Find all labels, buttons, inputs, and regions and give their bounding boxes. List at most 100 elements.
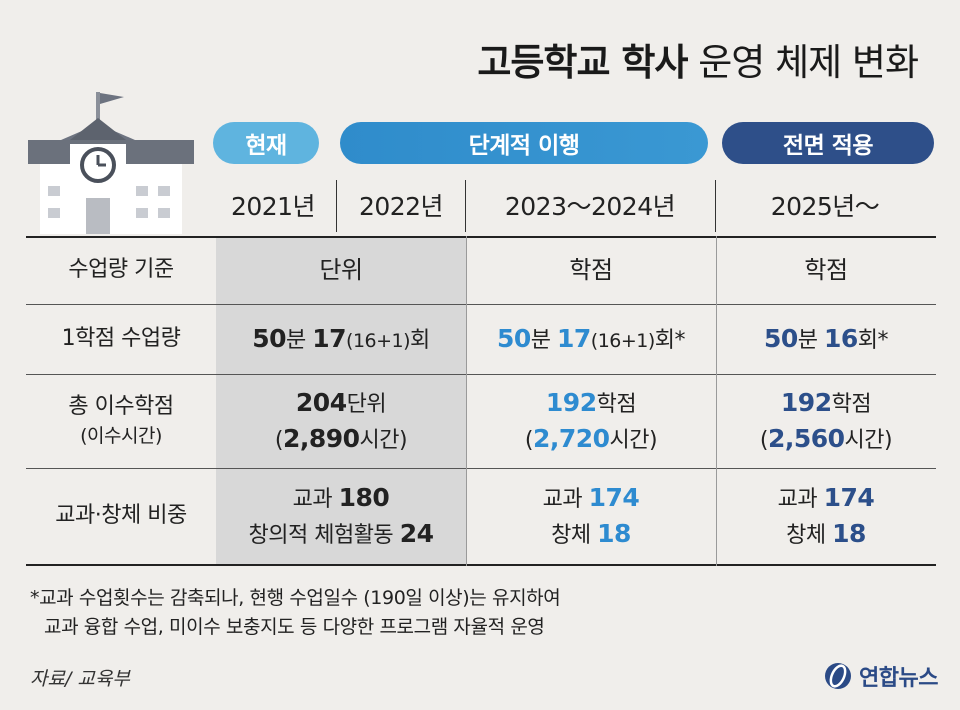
per-credit-value: 50분 16회* bbox=[763, 321, 889, 357]
year-divider bbox=[465, 180, 466, 232]
column-divider bbox=[716, 236, 717, 566]
comparison-table: 수업량 기준 단위 학점 학점 1학점 수업량 50분 17(16+1)회 50… bbox=[26, 236, 936, 566]
row-divider bbox=[26, 304, 936, 305]
phase-full-pill: 전면 적용 bbox=[722, 122, 934, 164]
yonhap-logo-icon bbox=[825, 663, 852, 689]
row-label-text: 1학점 수업량 bbox=[61, 326, 181, 352]
hours-unit: 시간) bbox=[609, 428, 658, 453]
cell-ratio-phased: 교과 174 창체 18 bbox=[466, 468, 716, 564]
cell-text: 학점 bbox=[569, 255, 613, 284]
phase-phased-pill: 단계적 이행 bbox=[340, 122, 708, 164]
row-label-total: 총 이수학점 (이수시간) bbox=[26, 374, 216, 468]
column-divider bbox=[466, 236, 467, 566]
activity-label: 창체 bbox=[786, 523, 826, 548]
subject-value: 180 bbox=[338, 482, 390, 512]
activity-label: 창체 bbox=[551, 523, 591, 548]
total-credits: 192학점 bbox=[780, 385, 872, 421]
table-top-border bbox=[26, 236, 936, 238]
hours-value: 2,720 bbox=[532, 424, 610, 453]
credits-value: 204 bbox=[295, 387, 347, 417]
cell-basis-current: 단위 bbox=[216, 236, 466, 304]
activity-line: 창의적 체험활동 24 bbox=[249, 516, 434, 552]
cell-text: 학점 bbox=[804, 255, 848, 284]
subject-value: 174 bbox=[823, 482, 875, 512]
cell-per-credit-phased: 50분 17(16+1)회* bbox=[466, 304, 716, 374]
credits-unit: 학점 bbox=[831, 391, 872, 417]
page-title: 고등학교 학사 운영 체제 변화 bbox=[477, 32, 919, 86]
hours-value: 2,560 bbox=[767, 424, 845, 453]
footnote-line-2: 교과 융합 수업, 미이수 보충지도 등 다양한 프로그램 자율적 운영 bbox=[44, 616, 545, 639]
minutes-unit: 분 bbox=[530, 327, 551, 353]
activity-label: 창의적 체험활동 bbox=[248, 523, 394, 548]
credits-value: 192 bbox=[545, 387, 597, 417]
cell-basis-full: 학점 bbox=[716, 236, 936, 304]
cell-ratio-current: 교과 180 창의적 체험활동 24 bbox=[216, 468, 466, 564]
total-hours: (2,720시간) bbox=[524, 421, 658, 457]
count-suffix: 회* bbox=[857, 327, 889, 353]
cell-per-credit-full: 50분 16회* bbox=[716, 304, 936, 374]
logo-text: 연합뉴스 bbox=[859, 666, 938, 691]
row-label-text: 교과·창체 비중 bbox=[55, 503, 187, 529]
year-2022: 2022년 bbox=[358, 192, 444, 221]
hours-value: 2,890 bbox=[282, 424, 360, 453]
activity-line: 창체 18 bbox=[551, 516, 631, 552]
footnote: *교과 수업횟수는 감축되나, 현행 수업일수 (190일 이상)는 유지하여 … bbox=[30, 584, 561, 643]
minutes-unit: 분 bbox=[797, 327, 818, 353]
count-value: 17 bbox=[312, 323, 347, 353]
row-divider bbox=[26, 468, 936, 469]
count-suffix: 회 bbox=[410, 327, 430, 353]
row-divider bbox=[26, 374, 936, 375]
cell-total-current: 204단위 (2,890시간) bbox=[216, 374, 466, 468]
row-label-ratio: 교과·창체 비중 bbox=[26, 468, 216, 564]
activity-line: 창체 18 bbox=[786, 516, 866, 552]
row-label-basis: 수업량 기준 bbox=[26, 236, 216, 304]
phase-current-pill: 현재 bbox=[213, 122, 319, 164]
yonhap-logo: 연합뉴스 bbox=[823, 660, 938, 692]
count-value: 17 bbox=[556, 323, 591, 353]
subject-label: 교과 bbox=[777, 486, 818, 512]
count-value: 16 bbox=[824, 323, 858, 353]
cell-ratio-full: 교과 174 창체 18 bbox=[716, 468, 936, 564]
credits-unit: 학점 bbox=[596, 391, 637, 417]
count-breakdown: (16+1) bbox=[346, 329, 411, 352]
count-suffix: 회* bbox=[654, 327, 686, 353]
year-divider bbox=[336, 180, 337, 232]
subject-line: 교과 174 bbox=[543, 480, 640, 516]
current-column-shade bbox=[216, 236, 466, 566]
activity-value: 18 bbox=[832, 519, 866, 548]
year-2023-2024: 2023～2024년 bbox=[504, 192, 676, 221]
hours-open: ( bbox=[759, 428, 769, 453]
credits-unit: 단위 bbox=[346, 391, 387, 417]
count-breakdown: (16+1) bbox=[590, 329, 656, 352]
table-bottom-border bbox=[26, 564, 936, 566]
credits-value: 192 bbox=[780, 387, 832, 417]
subject-line: 교과 174 bbox=[778, 480, 875, 516]
title-normal: 운영 체제 변화 bbox=[698, 41, 919, 84]
cell-total-full: 192학점 (2,560시간) bbox=[716, 374, 936, 468]
activity-value: 18 bbox=[597, 519, 631, 548]
source-credit: 자료/ 교육부 bbox=[30, 668, 130, 690]
total-hours: (2,560시간) bbox=[759, 421, 893, 457]
year-divider bbox=[715, 180, 716, 232]
minutes-unit: 분 bbox=[285, 327, 306, 353]
minutes-value: 50 bbox=[252, 323, 286, 353]
title-bold: 고등학교 학사 bbox=[477, 41, 688, 84]
row-label-text: 수업량 기준 bbox=[68, 257, 174, 283]
subject-label: 교과 bbox=[292, 486, 333, 512]
year-2021: 2021년 bbox=[230, 192, 316, 221]
minutes-value: 50 bbox=[496, 323, 531, 353]
hours-unit: 시간) bbox=[844, 428, 893, 453]
total-hours: (2,890시간) bbox=[274, 421, 408, 457]
cell-text: 단위 bbox=[319, 255, 363, 284]
row-sublabel-text: (이수시간) bbox=[80, 425, 162, 448]
cell-per-credit-current: 50분 17(16+1)회 bbox=[216, 304, 466, 374]
row-label-per-credit: 1학점 수업량 bbox=[26, 304, 216, 374]
hours-open: ( bbox=[524, 428, 534, 453]
activity-value: 24 bbox=[399, 519, 434, 548]
minutes-value: 50 bbox=[763, 323, 798, 353]
row-label-text: 총 이수학점 bbox=[68, 394, 174, 420]
per-credit-value: 50분 17(16+1)회* bbox=[496, 321, 686, 357]
hours-open: ( bbox=[274, 428, 284, 453]
year-2025: 2025년～ bbox=[770, 192, 880, 221]
cell-basis-phased: 학점 bbox=[466, 236, 716, 304]
